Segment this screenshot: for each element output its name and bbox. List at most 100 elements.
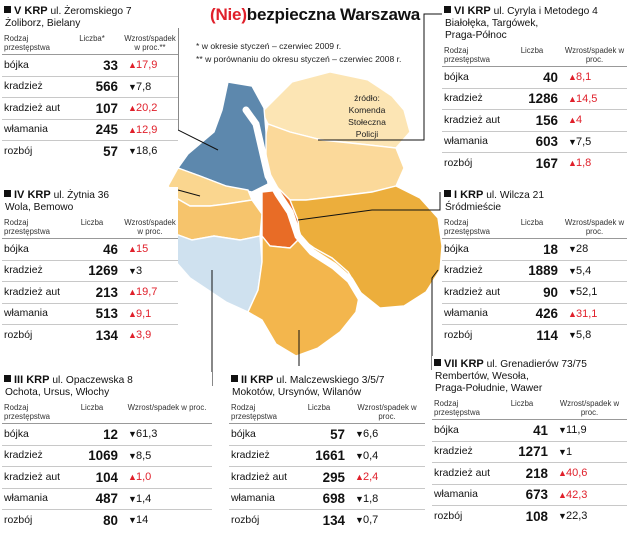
change-cell: ▲9,1	[122, 308, 178, 320]
table-header: Rodzaj przestępstwa Liczba Wzrost/spadek w…	[2, 403, 212, 424]
crime-count: 41	[533, 422, 548, 438]
change-value: 7,8	[136, 80, 152, 93]
leader-v	[177, 28, 219, 151]
arrow-up-icon: ▲	[568, 72, 577, 83]
crime-count: 18	[543, 241, 558, 257]
change-value: 15	[136, 243, 149, 256]
table-row: kradzież aut 107 ▲20,2	[2, 98, 178, 120]
crime-type: włamania	[4, 308, 48, 320]
crime-type: włamania	[4, 493, 48, 505]
crime-count: 134	[322, 512, 345, 528]
crime-type: kradzież aut	[444, 286, 501, 298]
crime-type: kradzież	[4, 265, 43, 277]
change-cell: ▲14,5	[562, 93, 627, 105]
crime-type: rozbój	[231, 514, 260, 526]
table-header: Rodzaj przestępstwa Liczba Wzrost/spadek w…	[229, 403, 425, 424]
column-header-change: Wzrost/spadek w proc.	[564, 218, 625, 236]
table-row: kradzież 1271 ▼1	[432, 442, 627, 463]
table-row: bójka 57 ▼6,6	[229, 424, 425, 446]
arrow-up-icon: ▲	[568, 93, 577, 104]
column-header-change: Wzrost/spadek w proc.	[357, 403, 417, 421]
change-cell: ▲3,9	[122, 329, 178, 341]
arrow-up-icon: ▲	[355, 472, 364, 483]
change-cell: ▲1,0	[122, 471, 212, 483]
leader-vi	[318, 13, 442, 141]
precinct-box-iv-krp: IV KRP ul. Żytnia 36 Wola, Bemowo Rodzaj p…	[2, 187, 178, 346]
change-cell: ▼7,8	[122, 81, 178, 93]
change-value: 40,6	[566, 467, 588, 480]
table-row: rozbój 57 ▼18,6	[2, 141, 178, 162]
crime-type: bójka	[444, 71, 469, 83]
crime-type: bójka	[231, 428, 256, 440]
table-row: kradzież aut 90 ▼52,1	[442, 282, 627, 304]
source-label: źródło:	[354, 93, 380, 103]
column-header-change: Wzrost/spadek w proc.	[127, 403, 207, 412]
precinct-address: ul. Grenadierów 73/75	[486, 359, 587, 370]
crime-count: 245	[95, 122, 118, 138]
crime-type: rozbój	[444, 329, 473, 341]
change-cell: ▼1,8	[349, 493, 425, 505]
table-row: bójka 46 ▲15	[2, 239, 178, 261]
precinct-area: Praga-Północ	[445, 30, 507, 41]
crime-type: kradzież	[444, 93, 483, 105]
crime-count: 426	[535, 306, 558, 322]
change-cell: ▲19,7	[122, 286, 178, 298]
change-cell: ▼18,6	[122, 145, 178, 157]
change-cell: ▼1	[552, 446, 627, 458]
change-value: 7,5	[576, 135, 592, 148]
change-cell: ▲12,9	[122, 124, 178, 136]
precinct-box-v-krp: V KRP ul. Żeromskiego 7 Żoliborz, Bielany…	[2, 3, 178, 162]
crime-type: bójka	[4, 428, 29, 440]
change-cell: ▲42,3	[552, 489, 627, 501]
table-row: włamania 487 ▼1,4	[2, 489, 212, 510]
crime-count: 698	[322, 491, 345, 507]
table-row: rozbój 134 ▲3,9	[2, 325, 178, 346]
crime-count: 167	[535, 155, 558, 171]
change-value: 14	[136, 514, 149, 527]
table-row: włamania 426 ▲31,1	[442, 304, 627, 325]
arrow-up-icon: ▲	[568, 115, 577, 126]
change-value: 14,5	[576, 92, 598, 105]
bullet-square-icon	[444, 190, 451, 197]
table-header: Rodzaj przestępstwa Liczba Wzrost/spadek w…	[442, 46, 627, 67]
column-header-count: Liczba*	[79, 34, 105, 43]
change-value: 0,4	[363, 449, 379, 462]
change-cell: ▼0,4	[349, 450, 425, 462]
crime-type: włamania	[231, 493, 275, 505]
change-cell: ▼61,3	[122, 428, 212, 440]
change-value: 1	[566, 445, 573, 458]
bullet-square-icon	[444, 6, 451, 13]
bullet-square-icon	[4, 6, 11, 13]
crime-count: 90	[543, 284, 558, 300]
change-value: 5,4	[576, 264, 592, 277]
change-value: 6,6	[363, 428, 379, 441]
table-header: Rodzaj przestępstwa Liczba* Wzrost/spadek …	[2, 34, 178, 55]
table-body: bójka 41 ▼11,9 kradzież 1271 ▼1 kradzież aut 21…	[432, 420, 627, 527]
precinct-area: Ochota, Ursus, Włochy	[5, 387, 110, 398]
crime-count: 673	[525, 487, 548, 503]
change-cell: ▼52,1	[562, 286, 627, 298]
crime-type: włamania	[444, 308, 488, 320]
column-header-crime: Rodzaj przestępstwa	[444, 218, 490, 236]
precinct-box-iii-krp: III KRP ul. Opaczewska 8 Ochota, Ursus, W…	[2, 372, 212, 531]
table-row: kradzież 1889 ▼5,4	[442, 261, 627, 282]
crime-type: kradzież	[4, 81, 43, 93]
change-cell: ▲2,4	[349, 471, 425, 483]
arrow-down-icon: ▼	[128, 450, 137, 461]
change-value: 5,8	[576, 329, 592, 342]
change-cell: ▼3	[122, 265, 178, 277]
column-header-crime: Rodzaj przestępstwa	[434, 399, 480, 417]
precinct-area: Białołęka, Targówek,	[445, 18, 539, 29]
precinct-heading: V KRP ul. Żeromskiego 7	[2, 3, 178, 18]
precinct-name: IV KRP	[14, 189, 51, 201]
table-body: bójka 57 ▼6,6 kradzież 1661 ▼0,4 kradzież aut 2…	[229, 424, 425, 531]
change-value: 1,0	[136, 471, 152, 484]
table-row: włamania 673 ▲42,3	[432, 485, 627, 506]
crime-count: 1286	[528, 91, 558, 107]
arrow-down-icon: ▼	[568, 265, 577, 276]
crime-type: rozbój	[444, 157, 473, 169]
precinct-name: I KRP	[454, 189, 484, 201]
table-row: kradzież aut 156 ▲4	[442, 110, 627, 132]
crime-count: 218	[525, 465, 548, 481]
table-row: kradzież 1269 ▼3	[2, 261, 178, 282]
